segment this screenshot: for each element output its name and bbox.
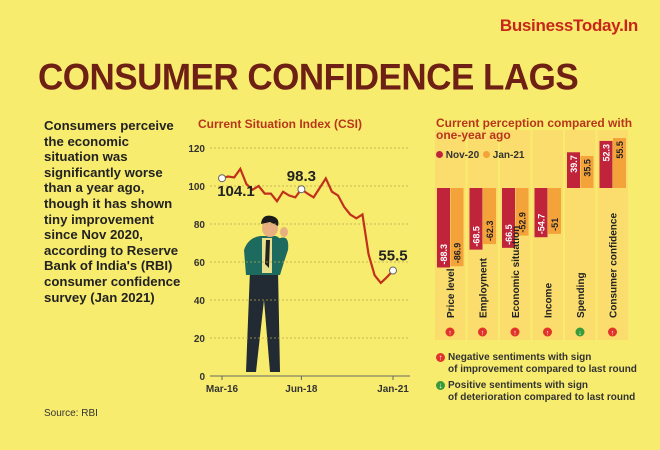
bar-value-label: -66.5 (504, 224, 514, 245)
data-point-marker (389, 266, 397, 275)
up-arrow-icon (608, 327, 617, 337)
brand-logo: BusinessToday.In (499, 16, 638, 35)
bar-nov-20 (599, 140, 613, 188)
down-arrow-icon: ↓ (436, 380, 445, 390)
page-title: CONSUMER CONFIDENCE LAGS (38, 57, 579, 98)
up-arrow-icon: ↑ (436, 352, 445, 362)
bar-jan-21 (515, 188, 529, 236)
bar-jan-21 (483, 188, 496, 245)
category-label: Economic situation (511, 226, 522, 318)
arrow-glyph: ↑ (513, 330, 517, 337)
arrow-glyph: ↑ (611, 330, 615, 337)
bar-value-label: -51 (550, 218, 560, 231)
note-text: of improvement compared to last round (448, 364, 637, 375)
arrow-glyph: ↓ (578, 330, 582, 337)
data-label: 98.3 (287, 168, 316, 185)
bar-jan-21 (613, 138, 626, 188)
arrow-glyph: ↑ (546, 330, 550, 337)
bar-value-label: 55.5 (615, 141, 625, 159)
category-column (565, 130, 596, 340)
bar-value-label: -68.5 (472, 226, 482, 247)
category-column (435, 130, 466, 340)
up-arrow-icon (445, 327, 455, 337)
data-point-marker (218, 174, 226, 183)
source: Source: RBI (44, 408, 98, 419)
category-column (597, 130, 628, 340)
note-text: of deterioration compared to last round (448, 392, 636, 403)
bar-jan-21 (580, 156, 594, 188)
bar-value-label: -52.9 (518, 212, 528, 233)
bar-jan-21 (548, 188, 561, 234)
category-label: Spending (576, 272, 587, 318)
note-text: Positive sentiments with sign (448, 380, 589, 391)
bar-nov-20 (502, 188, 515, 248)
bar-value-label: -54.7 (537, 214, 547, 235)
up-arrow-icon (543, 327, 552, 337)
up-arrow-icon (478, 327, 487, 337)
x-tick-label: Jan-21 (377, 384, 409, 395)
csi-chart-title: Current Situation Index (CSI) (198, 117, 363, 131)
arrow-glyph: ↑ (481, 330, 485, 337)
category-label: Consumer confidence (609, 213, 620, 318)
perception-chart-title: Current perception compared with one-yea… (436, 116, 633, 142)
y-tick-label: 40 (194, 296, 206, 307)
category-column (532, 130, 563, 340)
arrow-glyph: ↑ (448, 330, 452, 337)
bar-nov-20 (567, 152, 580, 188)
note-text: Negative sentiments with sign (448, 352, 592, 363)
y-tick-label: 0 (199, 372, 205, 383)
data-point-marker (297, 185, 306, 194)
legend-jan21: Jan-21 (483, 150, 524, 161)
y-tick-label: 100 (188, 182, 205, 193)
bar-nov-20 (534, 188, 548, 238)
bar-value-label: 39.7 (569, 155, 579, 173)
description: Consumers perceive the economic situatio… (44, 118, 181, 305)
category-column (467, 130, 498, 340)
worried-man-illustration (244, 215, 289, 372)
bar-value-label: 35.5 (583, 159, 593, 177)
x-tick-label: Jun-18 (285, 384, 318, 395)
category-label: Price level (446, 268, 457, 318)
data-label: 55.5 (378, 248, 407, 265)
csi-line (221, 166, 394, 285)
bar-jan-21 (450, 188, 464, 267)
down-arrow-icon (575, 327, 585, 337)
bar-value-label: -88.3 (439, 244, 449, 265)
bar-nov-20 (469, 188, 483, 250)
bar-nov-20 (437, 188, 450, 268)
note-negative: ↑ Negative sentiments with sign of improve… (436, 352, 637, 376)
bar-value-label: 52.3 (602, 144, 612, 162)
data-label: 104.1 (217, 183, 255, 200)
y-tick-label: 60 (194, 258, 206, 269)
x-tick-label: Mar-16 (206, 384, 239, 395)
up-arrow-icon (510, 327, 520, 337)
legend-nov20-label: Nov-20 (445, 150, 480, 161)
bar-value-label: -86.9 (453, 243, 463, 264)
y-tick-label: 20 (194, 334, 206, 345)
y-tick-label: 80 (194, 220, 206, 231)
category-label: Employment (479, 257, 490, 318)
legend-jan21-label: Jan-21 (492, 150, 525, 161)
legend-nov20: Nov-20 (436, 150, 479, 161)
category-column (500, 130, 531, 340)
category-label: Income (544, 283, 555, 318)
bar-value-label: -62.3 (485, 221, 495, 242)
note-positive: ↓ Positive sentiments with sign of deterio… (436, 380, 635, 404)
y-tick-label: 120 (188, 144, 205, 155)
